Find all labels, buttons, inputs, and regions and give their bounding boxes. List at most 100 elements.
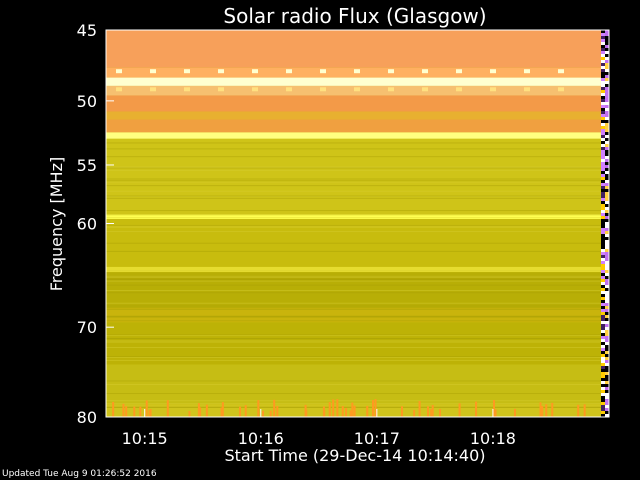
edge-noise [601,144,605,147]
rfi-spike [372,400,375,417]
edge-noise [601,57,605,60]
rfi-spike [276,405,279,417]
emission-pulse [490,87,496,92]
texture-streak [106,270,601,272]
edge-noise [605,33,609,36]
rfi-spike [221,402,224,417]
edge-noise [605,108,609,111]
edge-noise [605,156,609,159]
edge-noise [601,249,605,252]
edge-noise [601,168,605,171]
rfi-spike [269,410,272,417]
edge-noise [605,192,609,195]
edge-noise [601,351,605,354]
edge-noise [605,303,609,306]
rfi-spike [513,408,516,417]
rfi-spike [401,406,404,417]
y-axis: 45 50 55 60 70 80 [77,21,114,427]
texture-streak [106,156,601,158]
edge-noise [605,252,609,255]
edge-noise [605,285,609,288]
rfi-spike [112,401,115,417]
frequency-band-16 [106,404,601,417]
texture-streak [106,214,601,216]
edge-noise [601,333,605,336]
edge-noise [601,342,605,345]
edge-noise [605,222,609,225]
edge-noise [605,378,609,381]
edge-noise [605,126,609,129]
texture-streak [106,341,601,343]
edge-noise [601,246,605,249]
edge-noise [605,135,609,138]
edge-noise [601,336,605,339]
edge-noise [605,138,609,141]
edge-noise [605,270,609,273]
texture-streak [106,242,601,244]
edge-noise [605,342,609,345]
edge-noise [601,210,605,213]
rfi-spike [133,406,136,417]
edge-noise [601,126,605,129]
emission-pulse [116,69,122,74]
edge-noise [601,213,605,216]
frequency-band-8 [106,138,601,215]
texture-streak [106,315,601,317]
edge-noise [601,396,605,399]
texture-streak [106,181,601,183]
emission-pulse [218,69,224,74]
edge-noise [601,279,605,282]
edge-noise [605,246,609,249]
edge-noise [601,66,605,69]
edge-noise [601,267,605,270]
edge-noise [601,252,605,255]
emission-pulse [286,69,292,74]
edge-noise [601,255,605,258]
edge-noise [601,402,605,405]
texture-streak [106,335,601,337]
rfi-spike [197,403,200,417]
rfi-spike [139,406,142,417]
edge-noise [601,195,605,198]
edge-noise [601,207,605,210]
texture-streak [106,346,601,348]
edge-noise [605,264,609,267]
edge-noise [605,159,609,162]
texture-streak [106,292,601,294]
edge-noise [605,414,609,417]
edge-noise [601,141,605,144]
texture-streak [106,196,601,198]
edge-noise [601,387,605,390]
rfi-spike [349,410,352,417]
edge-noise [605,234,609,237]
edge-noise [601,174,605,177]
edge-noise [605,279,609,282]
edge-noise [601,138,605,141]
edge-noise [605,129,609,132]
edge-noise [601,228,605,231]
edge-noise [605,375,609,378]
edge-noise [605,201,609,204]
edge-noise [605,357,609,360]
emission-pulse [150,69,156,74]
texture-streak [106,250,601,252]
edge-noise [605,99,609,102]
edge-noise [605,87,609,90]
edge-noise [601,240,605,243]
texture-streak [106,384,601,386]
edge-noise [601,60,605,63]
texture-streak [106,400,601,402]
x-tick-label: 10:17 [354,429,400,448]
edge-noise [601,306,605,309]
edge-noise [601,36,605,39]
frequency-band-6 [106,119,601,133]
texture-streak [106,316,601,318]
edge-noise [601,360,605,363]
edge-noise [601,408,605,411]
edge-noise [601,294,605,297]
emission-pulse [354,87,360,92]
texture-streak [106,166,601,168]
edge-noise [605,249,609,252]
edge-noise [605,360,609,363]
edge-noise [605,333,609,336]
